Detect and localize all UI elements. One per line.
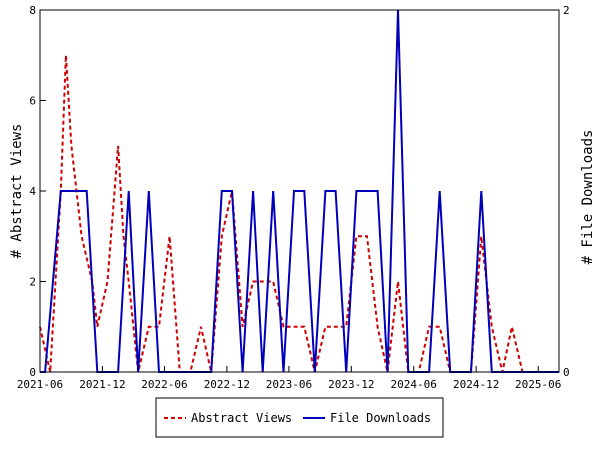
legend-label-abstract-views: Abstract Views [191,411,292,425]
y-left-tick-label: 8 [29,4,36,17]
series-line-file-downloads [40,9,559,373]
legend: Abstract Views File Downloads [155,397,444,438]
x-tick-label: 2022-12 [204,378,250,391]
y-right-tick-label: 0 [563,366,570,379]
x-tick-label: 2021-12 [79,378,125,391]
x-tick-label: 2022-06 [141,378,187,391]
y-left-tick-label: 0 [29,366,36,379]
legend-label-file-downloads: File Downloads [330,411,431,425]
x-tick-label: 2023-12 [328,378,374,391]
x-tick-label: 2024-06 [391,378,437,391]
y-right-tick-label: 2 [563,4,570,17]
x-tick-label: 2021-06 [17,378,63,391]
x-tick-label: 2025-06 [515,378,561,391]
series-layer [39,9,559,373]
y-left-tick-label: 2 [29,276,36,289]
y-axis-left-title: # Abstract Views [9,124,25,259]
y-left-tick-label: 4 [29,185,36,198]
y-axis-right-title: # File Downloads [580,130,596,265]
ticks-layer: 0 2 4 6 8 0 2 2021-06 2021-12 2022-06 2022-12 2023-… [17,4,570,391]
x-tick-label: 2024-12 [453,378,499,391]
legend-box [155,397,444,438]
x-tick-label: 2023-06 [266,378,312,391]
y-left-tick-label: 6 [29,95,36,108]
